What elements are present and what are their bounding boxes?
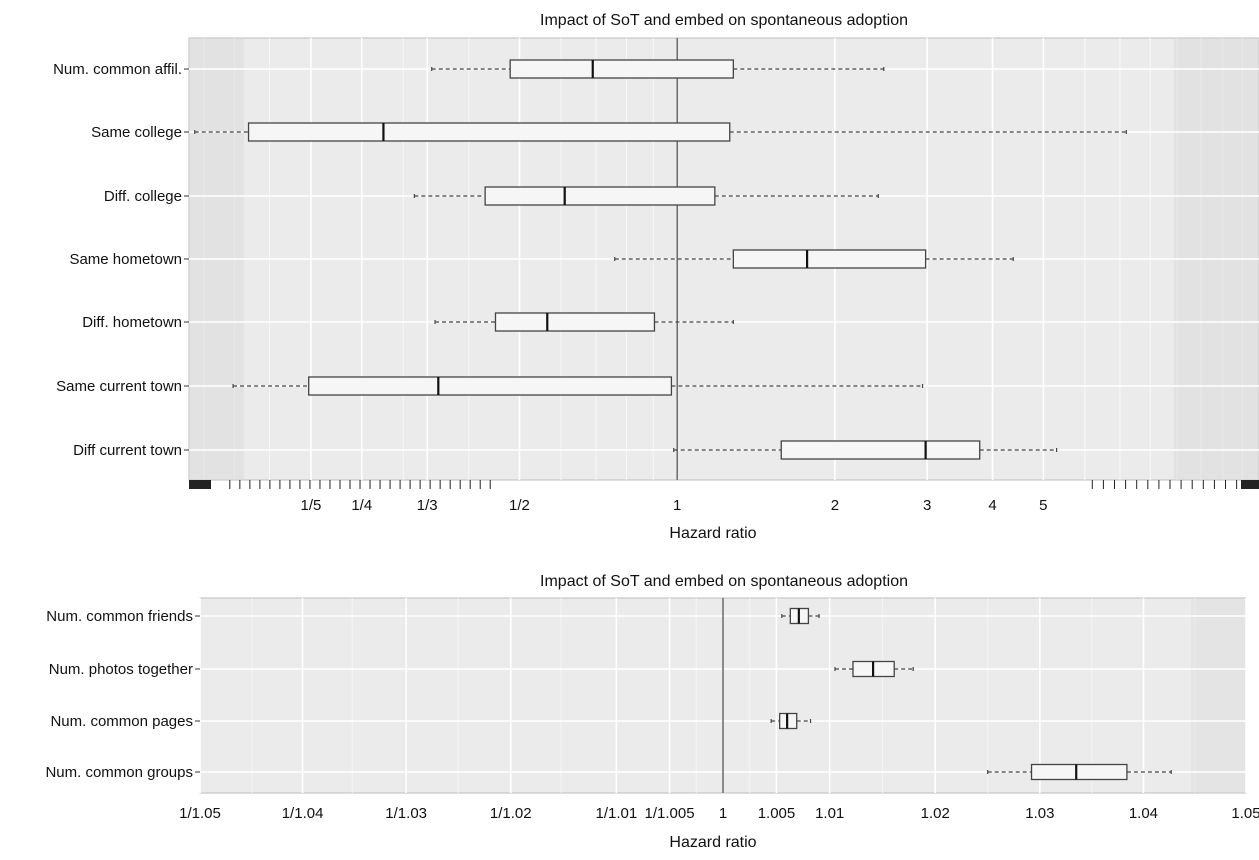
x-tick-label: 1/1.05 xyxy=(179,805,221,822)
x-tick-label: 1/2 xyxy=(509,497,530,514)
category-label: Num. common pages xyxy=(50,713,193,730)
box-iqr xyxy=(484,186,716,206)
box-iqr xyxy=(308,376,673,396)
x-tick-label: 1.02 xyxy=(921,805,950,822)
x-tick-label: 1.005 xyxy=(758,805,796,822)
top-x-axis-label: Hazard ratio xyxy=(669,525,756,542)
x-tick-label: 1/1.01 xyxy=(595,805,637,822)
x-tick-label: 1.03 xyxy=(1025,805,1054,822)
bottom-chart-title: Impact of SoT and embed on spontaneous a… xyxy=(540,573,908,590)
top-chart-title: Impact of SoT and embed on spontaneous a… xyxy=(540,12,908,29)
rug-block-right xyxy=(1241,480,1259,489)
x-tick-label: 2 xyxy=(831,497,839,514)
x-tick-label: 1/3 xyxy=(417,497,438,514)
x-tick-label: 1/4 xyxy=(351,497,372,514)
category-label: Diff. college xyxy=(104,188,182,205)
x-tick-label: 1 xyxy=(673,497,681,514)
x-tick-label: 1/1.02 xyxy=(490,805,532,822)
category-label: Num. common groups xyxy=(45,764,193,781)
box-iqr xyxy=(780,440,981,460)
x-tick-label: 1.01 xyxy=(815,805,844,822)
box-iqr xyxy=(494,312,656,332)
x-tick-label: 1/1.04 xyxy=(282,805,324,822)
category-label: Same current town xyxy=(56,378,182,395)
x-tick-label: 1/1.005 xyxy=(645,805,695,822)
category-label: Same college xyxy=(91,124,182,141)
category-label: Num. photos together xyxy=(49,661,193,678)
category-label: Diff. hometown xyxy=(82,314,182,331)
box-iqr xyxy=(247,122,731,142)
x-tick-label: 1/5 xyxy=(301,497,322,514)
category-label: Num. common affil. xyxy=(53,61,182,78)
bottom-x-axis-label: Hazard ratio xyxy=(669,834,756,851)
category-label: Diff current town xyxy=(73,442,182,459)
x-tick-label: 4 xyxy=(988,497,996,514)
x-tick-label: 5 xyxy=(1039,497,1047,514)
x-tick-label: 3 xyxy=(923,497,931,514)
x-tick-label: 1.04 xyxy=(1129,805,1158,822)
box-iqr xyxy=(1030,763,1128,781)
top-panel: 1/5 1/4 1/3 1/2 1 2 3 4 5 Num. common affil. Same … xyxy=(53,12,1259,542)
category-label: Same hometown xyxy=(69,251,182,268)
box-iqr xyxy=(732,249,927,269)
category-label: Num. common friends xyxy=(46,608,193,625)
right-edge-band xyxy=(1191,598,1246,793)
box-iqr xyxy=(509,59,734,79)
x-tick-label: 1/1.03 xyxy=(385,805,427,822)
x-tick-label: 1 xyxy=(719,805,727,822)
bottom-panel: 1/1.05 1/1.04 1/1.03 1/1.02 1/1.01 1/1.005 1 1.… xyxy=(45,573,1259,851)
x-tick-label: 1.05 xyxy=(1231,805,1259,822)
rug-block-left xyxy=(189,480,211,489)
